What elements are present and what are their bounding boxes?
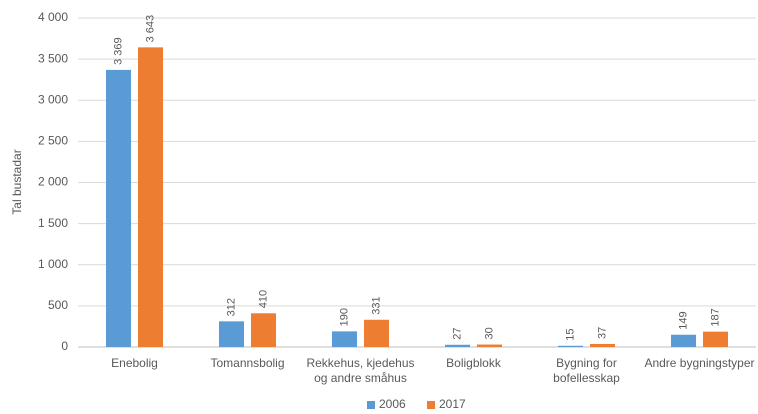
legend-label: 2017 xyxy=(439,397,466,411)
value-label: 3 369 xyxy=(112,37,124,65)
value-label: 190 xyxy=(338,308,350,326)
value-label: 37 xyxy=(596,327,608,339)
legend-swatch xyxy=(367,401,375,409)
y-tick-label: 500 xyxy=(48,298,68,312)
y-tick-label: 4 000 xyxy=(38,10,68,24)
x-tick-label: Andre bygningstyper xyxy=(644,356,754,370)
bar xyxy=(590,343,615,347)
y-axis-title: Tal bustadar xyxy=(10,149,24,214)
x-tick-label: Enebolig xyxy=(111,356,158,370)
bar xyxy=(106,69,131,347)
x-tick-label: Tomannsbolig xyxy=(210,356,284,370)
bar xyxy=(671,334,696,347)
x-tick-label: Bygning for bofellesskap xyxy=(553,356,620,385)
value-label: 27 xyxy=(451,328,463,340)
value-label: 30 xyxy=(483,327,495,339)
y-tick-label: 0 xyxy=(61,339,68,353)
legend-swatch xyxy=(427,401,435,409)
y-tick-label: 3 500 xyxy=(38,51,68,65)
bar xyxy=(445,344,470,347)
y-tick-label: 2 500 xyxy=(38,134,68,148)
value-label: 3 643 xyxy=(144,15,156,43)
bar xyxy=(332,331,357,347)
y-tick-label: 1 500 xyxy=(38,216,68,230)
value-label: 15 xyxy=(564,329,576,341)
bar xyxy=(219,321,244,347)
bar xyxy=(364,319,389,347)
value-label: 331 xyxy=(370,296,382,314)
legend-label: 2006 xyxy=(379,397,406,411)
bar xyxy=(138,47,163,347)
value-label: 410 xyxy=(257,290,269,308)
bar xyxy=(703,331,728,347)
y-tick-label: 1 000 xyxy=(38,257,68,271)
bar xyxy=(251,313,276,347)
x-tick-label: Rekkehus, kjedehus og andre småhus xyxy=(306,356,414,385)
bar xyxy=(477,344,502,347)
value-label: 187 xyxy=(709,308,721,326)
value-label: 312 xyxy=(225,298,237,316)
bar xyxy=(558,345,583,347)
y-tick-label: 2 000 xyxy=(38,175,68,189)
value-label: 149 xyxy=(677,311,689,329)
y-tick-label: 3 000 xyxy=(38,92,68,106)
x-tick-label: Boligblokk xyxy=(446,356,502,370)
